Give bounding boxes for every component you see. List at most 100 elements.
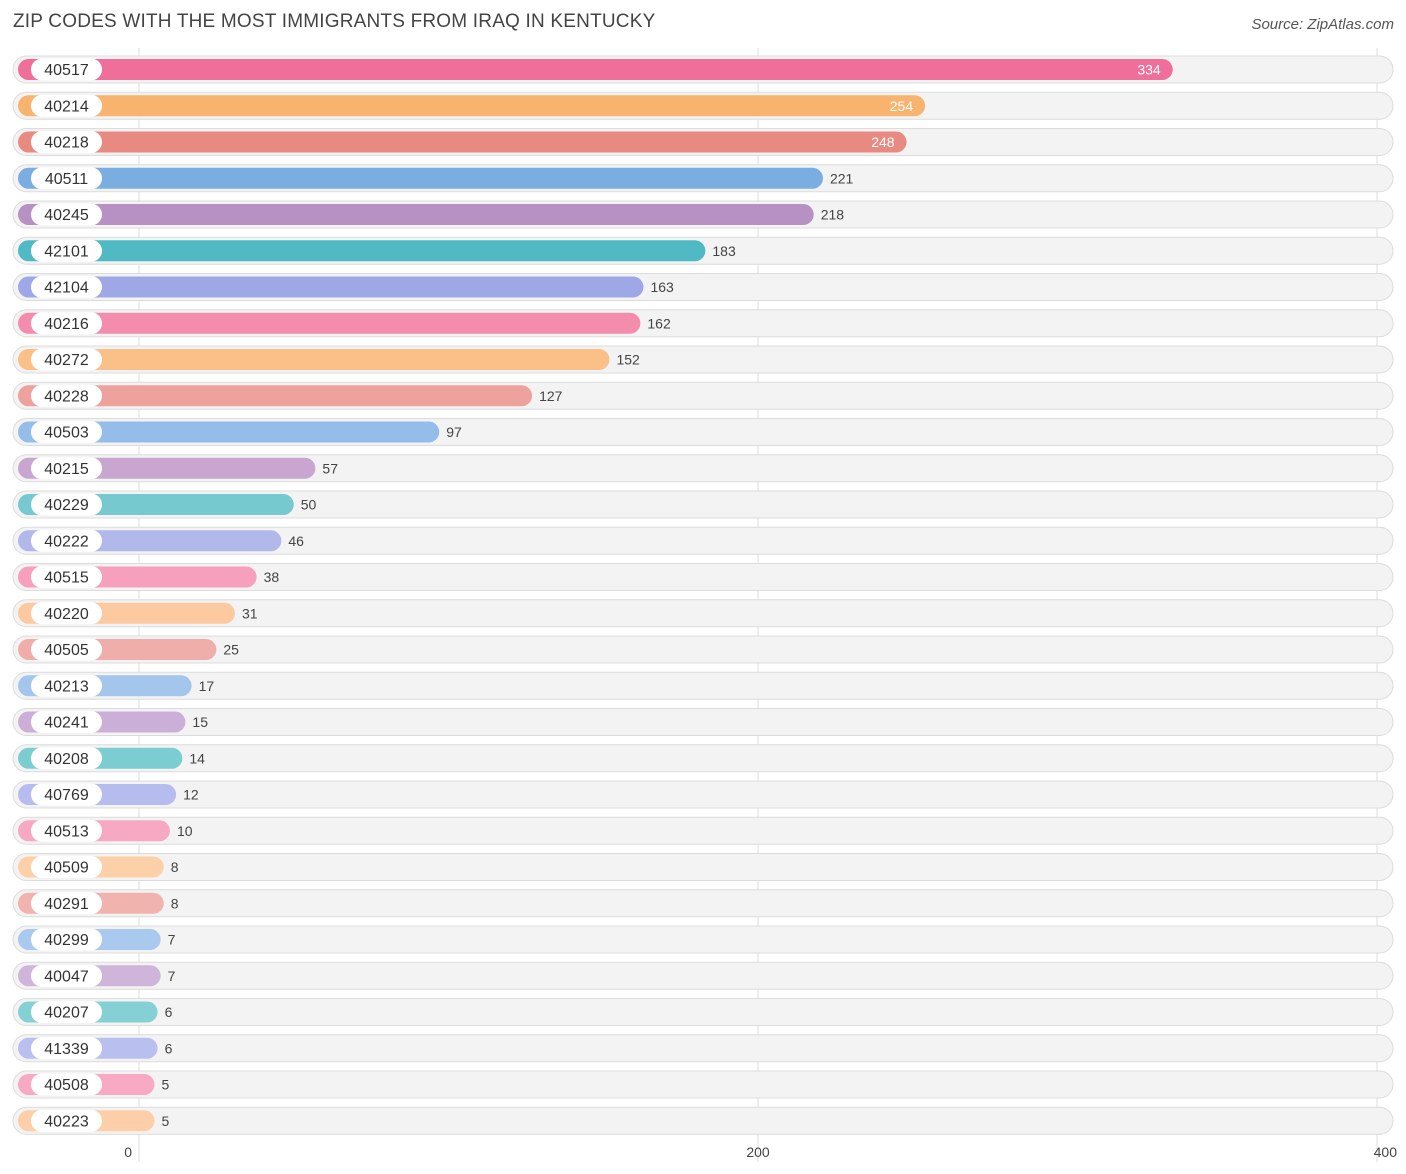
bar[interactable] — [18, 59, 1173, 80]
row-background — [12, 998, 1394, 1026]
bar[interactable] — [18, 385, 533, 407]
zip-label: 41339 — [44, 1041, 89, 1058]
zip-label: 42104 — [44, 280, 89, 297]
bar-row-40517: 40517 334 — [12, 55, 1394, 84]
row-background — [12, 563, 1394, 591]
zip-label-pill — [31, 674, 102, 697]
zip-label-pill — [31, 928, 102, 951]
row-background — [12, 744, 1394, 773]
bar-row-40207: 40207 6 — [12, 998, 1394, 1026]
zip-label: 40208 — [44, 751, 89, 768]
bar[interactable] — [18, 95, 926, 117]
row-background — [12, 454, 1394, 483]
bar-row-40505: 40505 25 — [12, 635, 1394, 664]
value-label: 31 — [242, 605, 258, 621]
zip-label-pill — [31, 384, 102, 407]
row-background — [12, 490, 1394, 519]
bar[interactable] — [18, 276, 644, 298]
zip-label: 42101 — [44, 243, 89, 260]
bar-row-40513: 40513 10 — [12, 816, 1394, 845]
row-background — [12, 961, 1394, 990]
value-label: 8 — [171, 859, 179, 875]
value-label: 254 — [890, 98, 914, 114]
bar-row-40272: 40272 152 — [12, 345, 1394, 374]
bar-row-40503: 40503 97 — [12, 418, 1394, 446]
value-label: 7 — [168, 932, 176, 948]
bar[interactable] — [18, 240, 706, 262]
zip-label: 40509 — [44, 860, 89, 877]
source-note: Source: ZipAtlas.com — [1251, 16, 1394, 33]
value-label: 17 — [199, 678, 215, 694]
zip-label-pill — [31, 276, 102, 298]
zip-label: 40505 — [44, 642, 89, 659]
row-background — [12, 780, 1394, 809]
zip-label: 40215 — [44, 461, 89, 478]
value-label: 5 — [161, 1113, 169, 1129]
zip-label-pill — [31, 856, 102, 878]
bar[interactable] — [18, 167, 823, 189]
bar[interactable] — [18, 421, 440, 443]
chart-title: ZIP CODES WITH THE MOST IMMIGRANTS FROM … — [13, 11, 656, 32]
value-label: 6 — [165, 1004, 173, 1020]
zip-label: 40207 — [44, 1005, 89, 1022]
value-label: 15 — [192, 714, 208, 730]
row-background — [12, 1034, 1394, 1063]
value-label: 38 — [264, 569, 280, 585]
zip-label: 40513 — [44, 823, 89, 840]
zip-label: 40241 — [44, 715, 89, 732]
value-label: 97 — [446, 424, 462, 440]
value-label: 46 — [288, 533, 304, 549]
value-label: 14 — [189, 750, 205, 766]
value-label: 5 — [161, 1077, 169, 1093]
value-label: 162 — [647, 315, 671, 331]
value-label: 334 — [1137, 62, 1161, 78]
value-label: 12 — [183, 787, 199, 803]
row-background — [12, 635, 1394, 664]
bar[interactable] — [18, 312, 641, 334]
row-background — [12, 816, 1394, 845]
x-tick-label-0: 0 — [124, 1144, 132, 1160]
value-label: 221 — [830, 170, 854, 186]
bar-row-40223: 40223 5 — [12, 1106, 1394, 1135]
bar[interactable] — [18, 204, 814, 225]
bar-row-40222: 40222 46 — [12, 526, 1394, 555]
bar-row-40214: 40214 254 — [12, 91, 1394, 120]
bar-row-40245: 40245 218 — [12, 200, 1394, 229]
bar-row-40208: 40208 14 — [12, 744, 1394, 773]
zip-label: 40213 — [44, 678, 89, 695]
value-label: 218 — [821, 207, 845, 223]
zip-label: 40228 — [44, 388, 89, 405]
zip-label: 40299 — [44, 932, 89, 949]
bar-row-40215: 40215 57 — [12, 454, 1394, 483]
zip-label-pill — [31, 421, 102, 443]
bar-row-40511: 40511 221 — [12, 164, 1394, 193]
zip-label: 40216 — [44, 316, 89, 333]
row-background — [12, 889, 1394, 918]
bar-row-40220: 40220 31 — [12, 599, 1394, 628]
value-label: 152 — [616, 352, 640, 368]
bar-row-40216: 40216 162 — [12, 309, 1394, 338]
zip-label-pill — [31, 203, 102, 226]
zip-label-pill — [31, 892, 102, 915]
x-tick-label-200: 200 — [746, 1144, 770, 1160]
zip-label: 40218 — [44, 135, 89, 152]
value-label: 248 — [871, 134, 895, 150]
bar[interactable] — [18, 349, 610, 370]
zip-label-pill — [31, 312, 102, 335]
zip-label-pill — [31, 58, 102, 81]
zip-label-pill — [31, 167, 102, 190]
row-background — [12, 925, 1394, 954]
bar-row-40299: 40299 7 — [12, 925, 1394, 954]
zip-label: 40222 — [44, 533, 89, 550]
bar-row-40228: 40228 127 — [12, 381, 1394, 410]
bar-row-41339: 41339 6 — [12, 1034, 1394, 1063]
zip-label-pill — [31, 1001, 102, 1023]
row-background — [12, 599, 1394, 628]
zip-label: 40214 — [44, 98, 89, 115]
zip-label-pill — [31, 348, 102, 371]
bar[interactable] — [18, 131, 907, 153]
zip-label-pill — [31, 1109, 102, 1132]
zip-label: 40517 — [44, 62, 89, 79]
zip-label-pill — [31, 94, 102, 117]
zip-label-pill — [31, 819, 102, 842]
